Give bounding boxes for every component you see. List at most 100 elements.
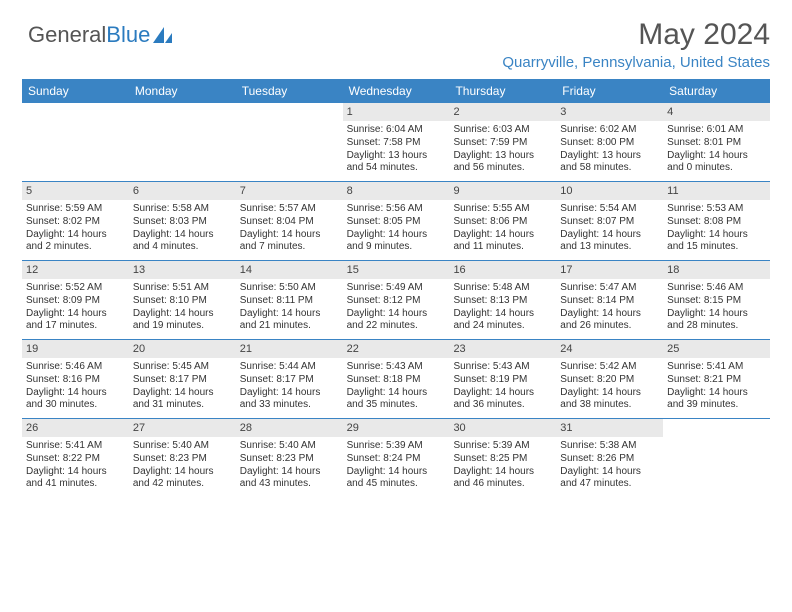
daylight-text: Daylight: 13 hours and 54 minutes. (347, 150, 446, 176)
sunrise-text: Sunrise: 5:48 AM (453, 282, 552, 295)
day-number: 15 (343, 261, 450, 279)
sunset-text: Sunset: 8:18 PM (347, 374, 446, 387)
daylight-text: Daylight: 14 hours and 36 minutes. (453, 387, 552, 413)
day-number: 7 (236, 182, 343, 200)
calendar-cell: 29Sunrise: 5:39 AMSunset: 8:24 PMDayligh… (343, 419, 450, 497)
sunset-text: Sunset: 8:26 PM (560, 453, 659, 466)
calendar-cell: 15Sunrise: 5:49 AMSunset: 8:12 PMDayligh… (343, 261, 450, 339)
week-row: 12Sunrise: 5:52 AMSunset: 8:09 PMDayligh… (22, 261, 770, 340)
daylight-text: Daylight: 14 hours and 0 minutes. (667, 150, 766, 176)
sunrise-text: Sunrise: 5:39 AM (347, 440, 446, 453)
daylight-text: Daylight: 14 hours and 41 minutes. (26, 466, 125, 492)
day-number: 17 (556, 261, 663, 279)
calendar-cell (663, 419, 770, 497)
calendar-cell: 9Sunrise: 5:55 AMSunset: 8:06 PMDaylight… (449, 182, 556, 260)
day-header-sunday: Sunday (22, 79, 129, 103)
calendar-cell: 24 Sunrise: 5:42 AMSunset: 8:20 PMDayligh… (556, 340, 663, 418)
sunrise-text: Sunrise: 5:46 AM (26, 361, 125, 374)
sunset-text: Sunset: 8:13 PM (453, 295, 552, 308)
day-header-thursday: Thursday (449, 79, 556, 103)
sunrise-text: Sunrise: 5:54 AM (560, 203, 659, 216)
logo-text-1: General (28, 22, 106, 48)
daylight-text: Daylight: 14 hours and 9 minutes. (347, 229, 446, 255)
calendar-cell: 31Sunrise: 5:38 AMSunset: 8:26 PMDayligh… (556, 419, 663, 497)
logo-sail-icon (152, 26, 174, 44)
day-number: 26 (22, 419, 129, 437)
day-number: 24 (556, 340, 663, 358)
calendar-cell: 26Sunrise: 5:41 AMSunset: 8:22 PMDayligh… (22, 419, 129, 497)
calendar-cell: 27Sunrise: 5:40 AMSunset: 8:23 PMDayligh… (129, 419, 236, 497)
daylight-text: Daylight: 14 hours and 31 minutes. (133, 387, 232, 413)
sunset-text: Sunset: 8:24 PM (347, 453, 446, 466)
sunset-text: Sunset: 8:14 PM (560, 295, 659, 308)
day-number: 2 (449, 103, 556, 121)
day-number: 13 (129, 261, 236, 279)
daylight-text: Daylight: 14 hours and 11 minutes. (453, 229, 552, 255)
sunset-text: Sunset: 8:11 PM (240, 295, 339, 308)
week-row: 5Sunrise: 5:59 AMSunset: 8:02 PMDaylight… (22, 182, 770, 261)
sunset-text: Sunset: 8:15 PM (667, 295, 766, 308)
calendar-cell: 4Sunrise: 6:01 AMSunset: 8:01 PMDaylight… (663, 103, 770, 181)
calendar-cell: 12Sunrise: 5:52 AMSunset: 8:09 PMDayligh… (22, 261, 129, 339)
sunset-text: Sunset: 8:25 PM (453, 453, 552, 466)
calendar-cell: 11Sunrise: 5:53 AMSunset: 8:08 PMDayligh… (663, 182, 770, 260)
sunset-text: Sunset: 8:12 PM (347, 295, 446, 308)
daylight-text: Daylight: 14 hours and 13 minutes. (560, 229, 659, 255)
sunset-text: Sunset: 8:04 PM (240, 216, 339, 229)
daylight-text: Daylight: 14 hours and 15 minutes. (667, 229, 766, 255)
day-number: 8 (343, 182, 450, 200)
daylight-text: Daylight: 14 hours and 46 minutes. (453, 466, 552, 492)
calendar-cell: 13Sunrise: 5:51 AMSunset: 8:10 PMDayligh… (129, 261, 236, 339)
sunrise-text: Sunrise: 5:41 AM (667, 361, 766, 374)
day-number: 12 (22, 261, 129, 279)
logo-text-2: Blue (106, 22, 150, 48)
day-number: 20 (129, 340, 236, 358)
daylight-text: Daylight: 14 hours and 2 minutes. (26, 229, 125, 255)
daylight-text: Daylight: 14 hours and 35 minutes. (347, 387, 446, 413)
day-number: 16 (449, 261, 556, 279)
calendar-cell: 30Sunrise: 5:39 AMSunset: 8:25 PMDayligh… (449, 419, 556, 497)
daylight-text: Daylight: 14 hours and 22 minutes. (347, 308, 446, 334)
calendar-cell: 5Sunrise: 5:59 AMSunset: 8:02 PMDaylight… (22, 182, 129, 260)
day-number: 21 (236, 340, 343, 358)
daylight-text: Daylight: 14 hours and 38 minutes. (560, 387, 659, 413)
daylight-text: Daylight: 14 hours and 26 minutes. (560, 308, 659, 334)
day-number: 31 (556, 419, 663, 437)
sunset-text: Sunset: 8:01 PM (667, 137, 766, 150)
day-number: 6 (129, 182, 236, 200)
sunrise-text: Sunrise: 6:03 AM (453, 124, 552, 137)
daylight-text: Daylight: 14 hours and 24 minutes. (453, 308, 552, 334)
daylight-text: Daylight: 14 hours and 21 minutes. (240, 308, 339, 334)
day-header-row: SundayMondayTuesdayWednesdayThursdayFrid… (22, 79, 770, 103)
calendar-cell: 7Sunrise: 5:57 AMSunset: 8:04 PMDaylight… (236, 182, 343, 260)
sunset-text: Sunset: 8:23 PM (240, 453, 339, 466)
sunset-text: Sunset: 8:17 PM (133, 374, 232, 387)
sunrise-text: Sunrise: 5:40 AM (240, 440, 339, 453)
daylight-text: Daylight: 14 hours and 42 minutes. (133, 466, 232, 492)
day-number: 28 (236, 419, 343, 437)
logo: GeneralBlue (28, 22, 174, 48)
sunrise-text: Sunrise: 5:42 AM (560, 361, 659, 374)
week-row: 19Sunrise: 5:46 AMSunset: 8:16 PMDayligh… (22, 340, 770, 419)
calendar-cell: 25Sunrise: 5:41 AMSunset: 8:21 PMDayligh… (663, 340, 770, 418)
sunrise-text: Sunrise: 5:52 AM (26, 282, 125, 295)
day-number: 1 (343, 103, 450, 121)
sunrise-text: Sunrise: 5:51 AM (133, 282, 232, 295)
day-number: 23 (449, 340, 556, 358)
calendar-cell: 14Sunrise: 5:50 AMSunset: 8:11 PMDayligh… (236, 261, 343, 339)
sunset-text: Sunset: 8:07 PM (560, 216, 659, 229)
calendar-cell: 18Sunrise: 5:46 AMSunset: 8:15 PMDayligh… (663, 261, 770, 339)
daylight-text: Daylight: 14 hours and 47 minutes. (560, 466, 659, 492)
day-header-monday: Monday (129, 79, 236, 103)
calendar-cell (129, 103, 236, 181)
sunrise-text: Sunrise: 5:58 AM (133, 203, 232, 216)
day-number: 29 (343, 419, 450, 437)
calendar-cell (22, 103, 129, 181)
calendar-cell: 17 Sunrise: 5:47 AMSunset: 8:14 PMDayligh… (556, 261, 663, 339)
daylight-text: Daylight: 14 hours and 4 minutes. (133, 229, 232, 255)
day-header-friday: Friday (556, 79, 663, 103)
day-number: 4 (663, 103, 770, 121)
day-number: 11 (663, 182, 770, 200)
sunrise-text: Sunrise: 5:47 AM (560, 282, 659, 295)
sunset-text: Sunset: 8:20 PM (560, 374, 659, 387)
